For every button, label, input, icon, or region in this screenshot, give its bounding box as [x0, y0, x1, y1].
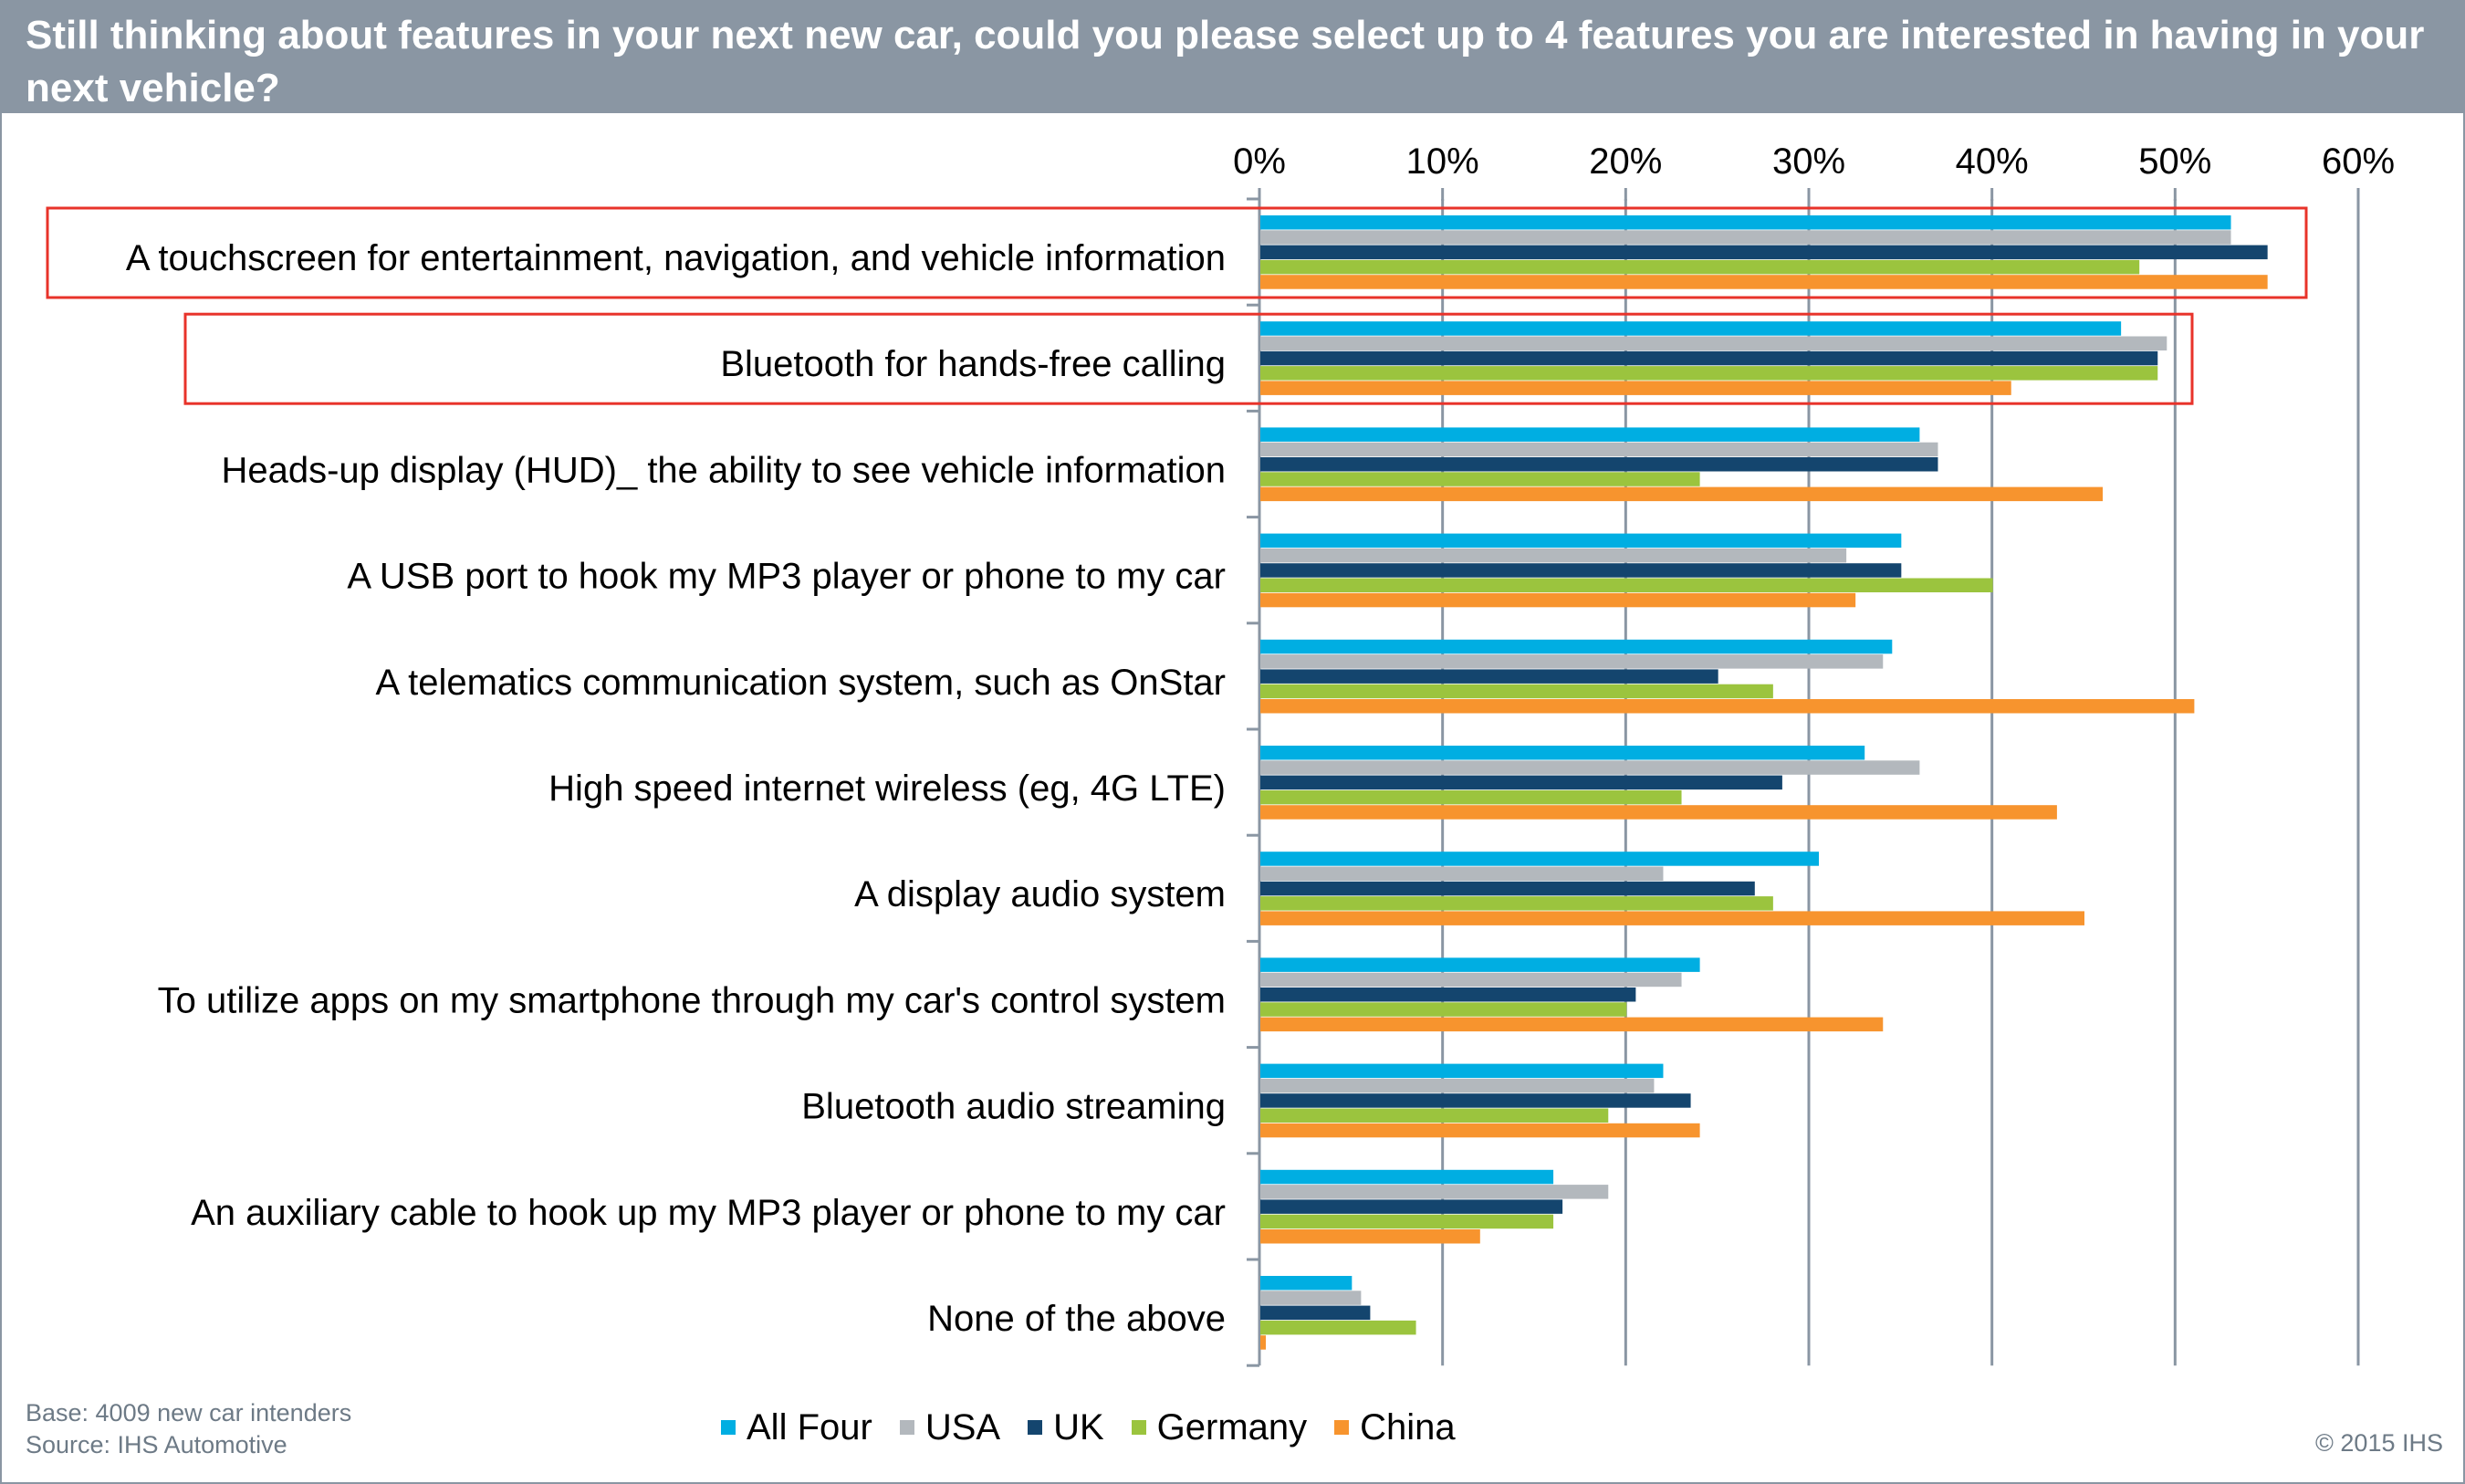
bar-uk: [1260, 881, 1755, 896]
bar-all-four: [1260, 746, 1865, 760]
x-tick-label: 60%: [2322, 141, 2395, 182]
legend-label: China: [1360, 1406, 1456, 1447]
bar-china: [1260, 1017, 1884, 1032]
category-label: A touchscreen for entertainment, navigat…: [126, 238, 1226, 278]
bar-china: [1260, 805, 2057, 820]
header-bar: Still thinking about features in your ne…: [0, 0, 2465, 113]
legend-item: All Four: [721, 1407, 872, 1448]
bar-usa: [1260, 866, 1664, 881]
bar-china: [1260, 275, 2268, 289]
bar-germany: [1260, 366, 2158, 381]
bar-germany: [1260, 1320, 1416, 1335]
bar-usa: [1260, 230, 2231, 245]
bar-uk: [1260, 988, 1636, 1002]
bar-usa: [1260, 1185, 1609, 1199]
x-tick-label: 30%: [1772, 141, 1845, 182]
bar-germany: [1260, 1214, 1554, 1229]
bar-all-four: [1260, 321, 2122, 336]
bar-germany: [1260, 896, 1773, 911]
legend-label: UK: [1053, 1406, 1104, 1447]
bar-all-four: [1260, 1169, 1554, 1185]
legend-item: China: [1334, 1407, 1456, 1448]
bar-china: [1260, 1229, 1480, 1244]
legend-swatch: [899, 1420, 914, 1435]
bar-uk: [1260, 775, 1782, 790]
category-label: Bluetooth audio streaming: [801, 1087, 1226, 1127]
bar-usa: [1260, 442, 1938, 457]
bar-uk: [1260, 1093, 1691, 1108]
bar-all-four: [1260, 852, 1820, 866]
legend-swatch: [1028, 1420, 1043, 1435]
bar-germany: [1260, 578, 1993, 592]
highlight-box: [46, 206, 2308, 299]
category-label: A USB port to hook my MP3 player or phon…: [347, 557, 1226, 597]
bar-all-four: [1260, 1276, 1353, 1291]
bar-germany: [1260, 259, 2140, 275]
bar-uk: [1260, 1305, 1371, 1321]
bar-usa: [1260, 548, 1847, 563]
bar-germany: [1260, 1002, 1627, 1017]
category-label: To utilize apps on my smartphone through…: [158, 980, 1226, 1020]
bar-china: [1260, 1123, 1700, 1138]
bar-uk: [1260, 457, 1938, 472]
copyright-note: © 2015 IHS: [2315, 1429, 2443, 1457]
x-tick-label: 40%: [1956, 141, 2029, 182]
base-note: Base: 4009 new car intenders: [26, 1399, 352, 1427]
bar-germany: [1260, 1108, 1609, 1123]
source-note: Source: IHS Automotive: [26, 1431, 287, 1458]
legend-item: Germany: [1131, 1406, 1308, 1448]
legend-swatch: [1131, 1420, 1146, 1435]
bar-china: [1260, 699, 2195, 714]
bar-germany: [1260, 472, 1700, 486]
legend-item: UK: [1028, 1407, 1104, 1448]
legend-label: USA: [924, 1406, 1001, 1447]
bar-uk: [1260, 245, 2268, 260]
bar-germany: [1260, 684, 1773, 699]
legend-label: Germany: [1156, 1406, 1308, 1447]
bar-usa: [1260, 972, 1682, 988]
x-tick-label: 20%: [1589, 141, 1662, 182]
bar-all-four: [1260, 533, 1902, 549]
bar-usa: [1260, 654, 1884, 669]
bar-usa: [1260, 1078, 1655, 1093]
bar-all-four: [1260, 1063, 1664, 1079]
bar-uk: [1260, 669, 1718, 684]
bar-uk: [1260, 350, 2158, 366]
bar-germany: [1260, 789, 1682, 805]
legend-swatch: [721, 1420, 736, 1435]
category-label: High speed internet wireless (eg, 4G LTE…: [548, 768, 1226, 809]
x-tick-label: 10%: [1406, 141, 1479, 182]
bar-usa: [1260, 1291, 1362, 1305]
category-label: None of the above: [927, 1299, 1226, 1339]
bar-usa: [1260, 336, 2167, 350]
bar-china: [1260, 592, 1856, 608]
category-label: An auxiliary cable to hook up my MP3 pla…: [191, 1193, 1226, 1233]
legend-swatch: [1334, 1420, 1350, 1435]
chart-legend: All Four USA UK Germany China: [721, 1402, 1456, 1453]
legend-label: All Four: [747, 1406, 872, 1447]
bar-uk: [1260, 1199, 1563, 1214]
bar-all-four: [1260, 639, 1893, 654]
category-label: A display audio system: [854, 874, 1226, 914]
bar-all-four: [1260, 957, 1700, 972]
bar-usa: [1260, 760, 1920, 775]
x-tick-label: 0%: [1233, 141, 1286, 182]
bar-china: [1260, 486, 2104, 502]
highlight-box: [183, 312, 2194, 405]
bar-all-four: [1260, 215, 2231, 230]
bar-all-four: [1260, 427, 1920, 442]
bar-china: [1260, 381, 2011, 395]
bar-china: [1260, 911, 2084, 925]
bar-china: [1260, 1335, 1267, 1350]
category-label: A telematics communication system, such …: [376, 663, 1226, 703]
bar-uk: [1260, 563, 1902, 578]
category-label: Bluetooth for hands-free calling: [720, 344, 1226, 384]
category-label: Heads-up display (HUD)_ the ability to s…: [221, 450, 1226, 490]
x-tick-label: 50%: [2138, 141, 2211, 182]
legend-item: USA: [899, 1406, 1001, 1448]
page-title: Still thinking about features in your ne…: [26, 13, 2425, 110]
